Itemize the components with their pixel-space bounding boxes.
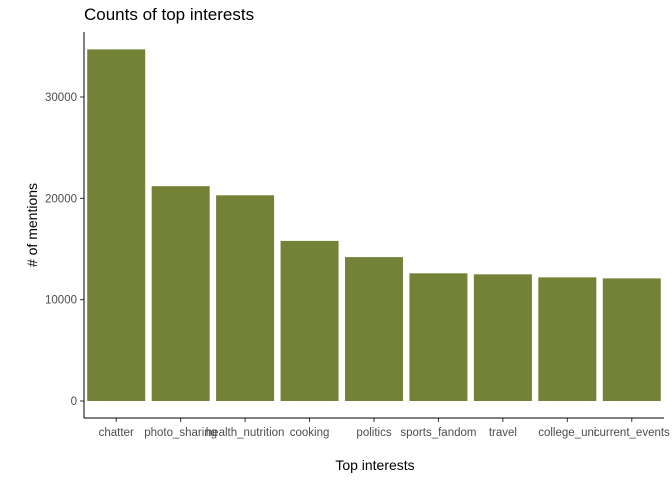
y-axis-ticks: 0 10000 20000 30000 (45, 92, 84, 408)
bar-politics (345, 257, 403, 401)
y-axis-title: # of mentions (24, 183, 40, 267)
x-tick-label-politics: politics (356, 427, 391, 439)
bars-group (87, 49, 661, 402)
x-tick-label-current_events: current_events (594, 427, 670, 439)
chart-title: Counts of top interests (84, 5, 255, 24)
bar-chatter (87, 49, 146, 402)
bar-health_nutrition (216, 195, 275, 401)
y-tick-label: 10000 (45, 295, 77, 307)
y-tick-label: 30000 (45, 92, 77, 104)
x-tick-label-sports_fandom: sports_fandom (400, 427, 476, 439)
y-tick-label: 20000 (45, 193, 77, 205)
bar-cooking (280, 240, 339, 401)
y-tick-label: 0 (71, 396, 77, 408)
bar-photo_sharing (151, 186, 210, 401)
x-tick-label-travel: travel (489, 427, 517, 439)
bar-sports_fandom (409, 273, 468, 401)
x-tick-label-photo_sharing: photo_sharing (144, 427, 217, 439)
bar-current_events (602, 278, 661, 401)
x-tick-label-chatter: chatter (99, 427, 134, 439)
bar-travel (473, 274, 532, 401)
x-axis-title: Top interests (335, 457, 414, 473)
x-tick-label-cooking: cooking (290, 427, 330, 439)
x-tick-label-college_uni: college_uni (538, 427, 596, 439)
bar-college_uni (538, 277, 597, 401)
x-tick-label-health_nutrition: health_nutrition (206, 427, 285, 439)
